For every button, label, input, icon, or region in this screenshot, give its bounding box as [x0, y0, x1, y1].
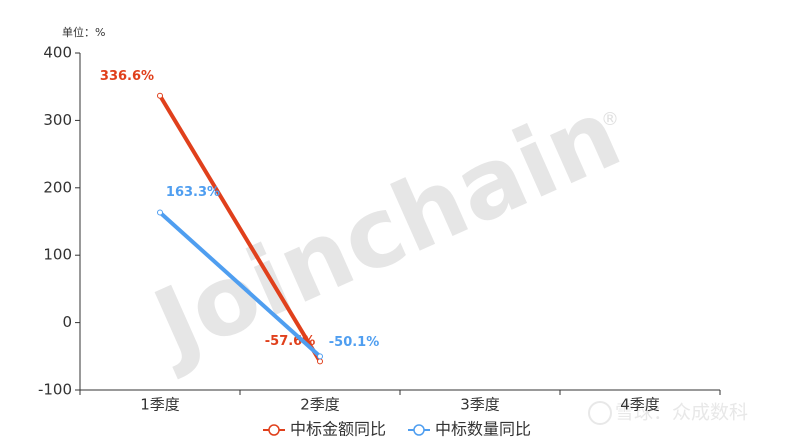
x-tick-label: 2季度 [300, 396, 340, 414]
y-tick-label: 300 [43, 111, 72, 129]
legend-label: 中标金额同比 [290, 420, 386, 439]
data-point [157, 92, 163, 99]
x-tick-label: 1季度 [140, 396, 180, 414]
legend-marker [413, 424, 425, 436]
unit-label: 单位：% [62, 25, 105, 39]
y-tick-label: -100 [38, 381, 72, 399]
data-point [157, 209, 163, 216]
y-tick-label: 0 [62, 313, 72, 331]
series-line [158, 94, 322, 363]
data-point [317, 353, 323, 360]
source-watermark: 雪球：众成数科 [615, 402, 748, 424]
source-icon [588, 401, 612, 425]
x-tick-label: 4季度 [620, 396, 660, 414]
y-tick-label: 400 [43, 44, 72, 62]
y-tick-label: 100 [43, 246, 72, 264]
data-point [317, 358, 323, 365]
y-tick-label: 200 [43, 178, 72, 196]
series-line [158, 211, 322, 358]
watermark: Joinchain [133, 77, 636, 383]
legend-marker [268, 424, 280, 436]
value-label: 163.3% [166, 185, 220, 200]
x-tick-label: 3季度 [460, 396, 500, 414]
legend-label: 中标数量同比 [435, 420, 531, 439]
watermark-mark: ® [601, 109, 619, 130]
value-label: 336.6% [100, 69, 154, 84]
value-label: -57.6% [265, 334, 316, 349]
value-label: -50.1% [329, 335, 380, 350]
